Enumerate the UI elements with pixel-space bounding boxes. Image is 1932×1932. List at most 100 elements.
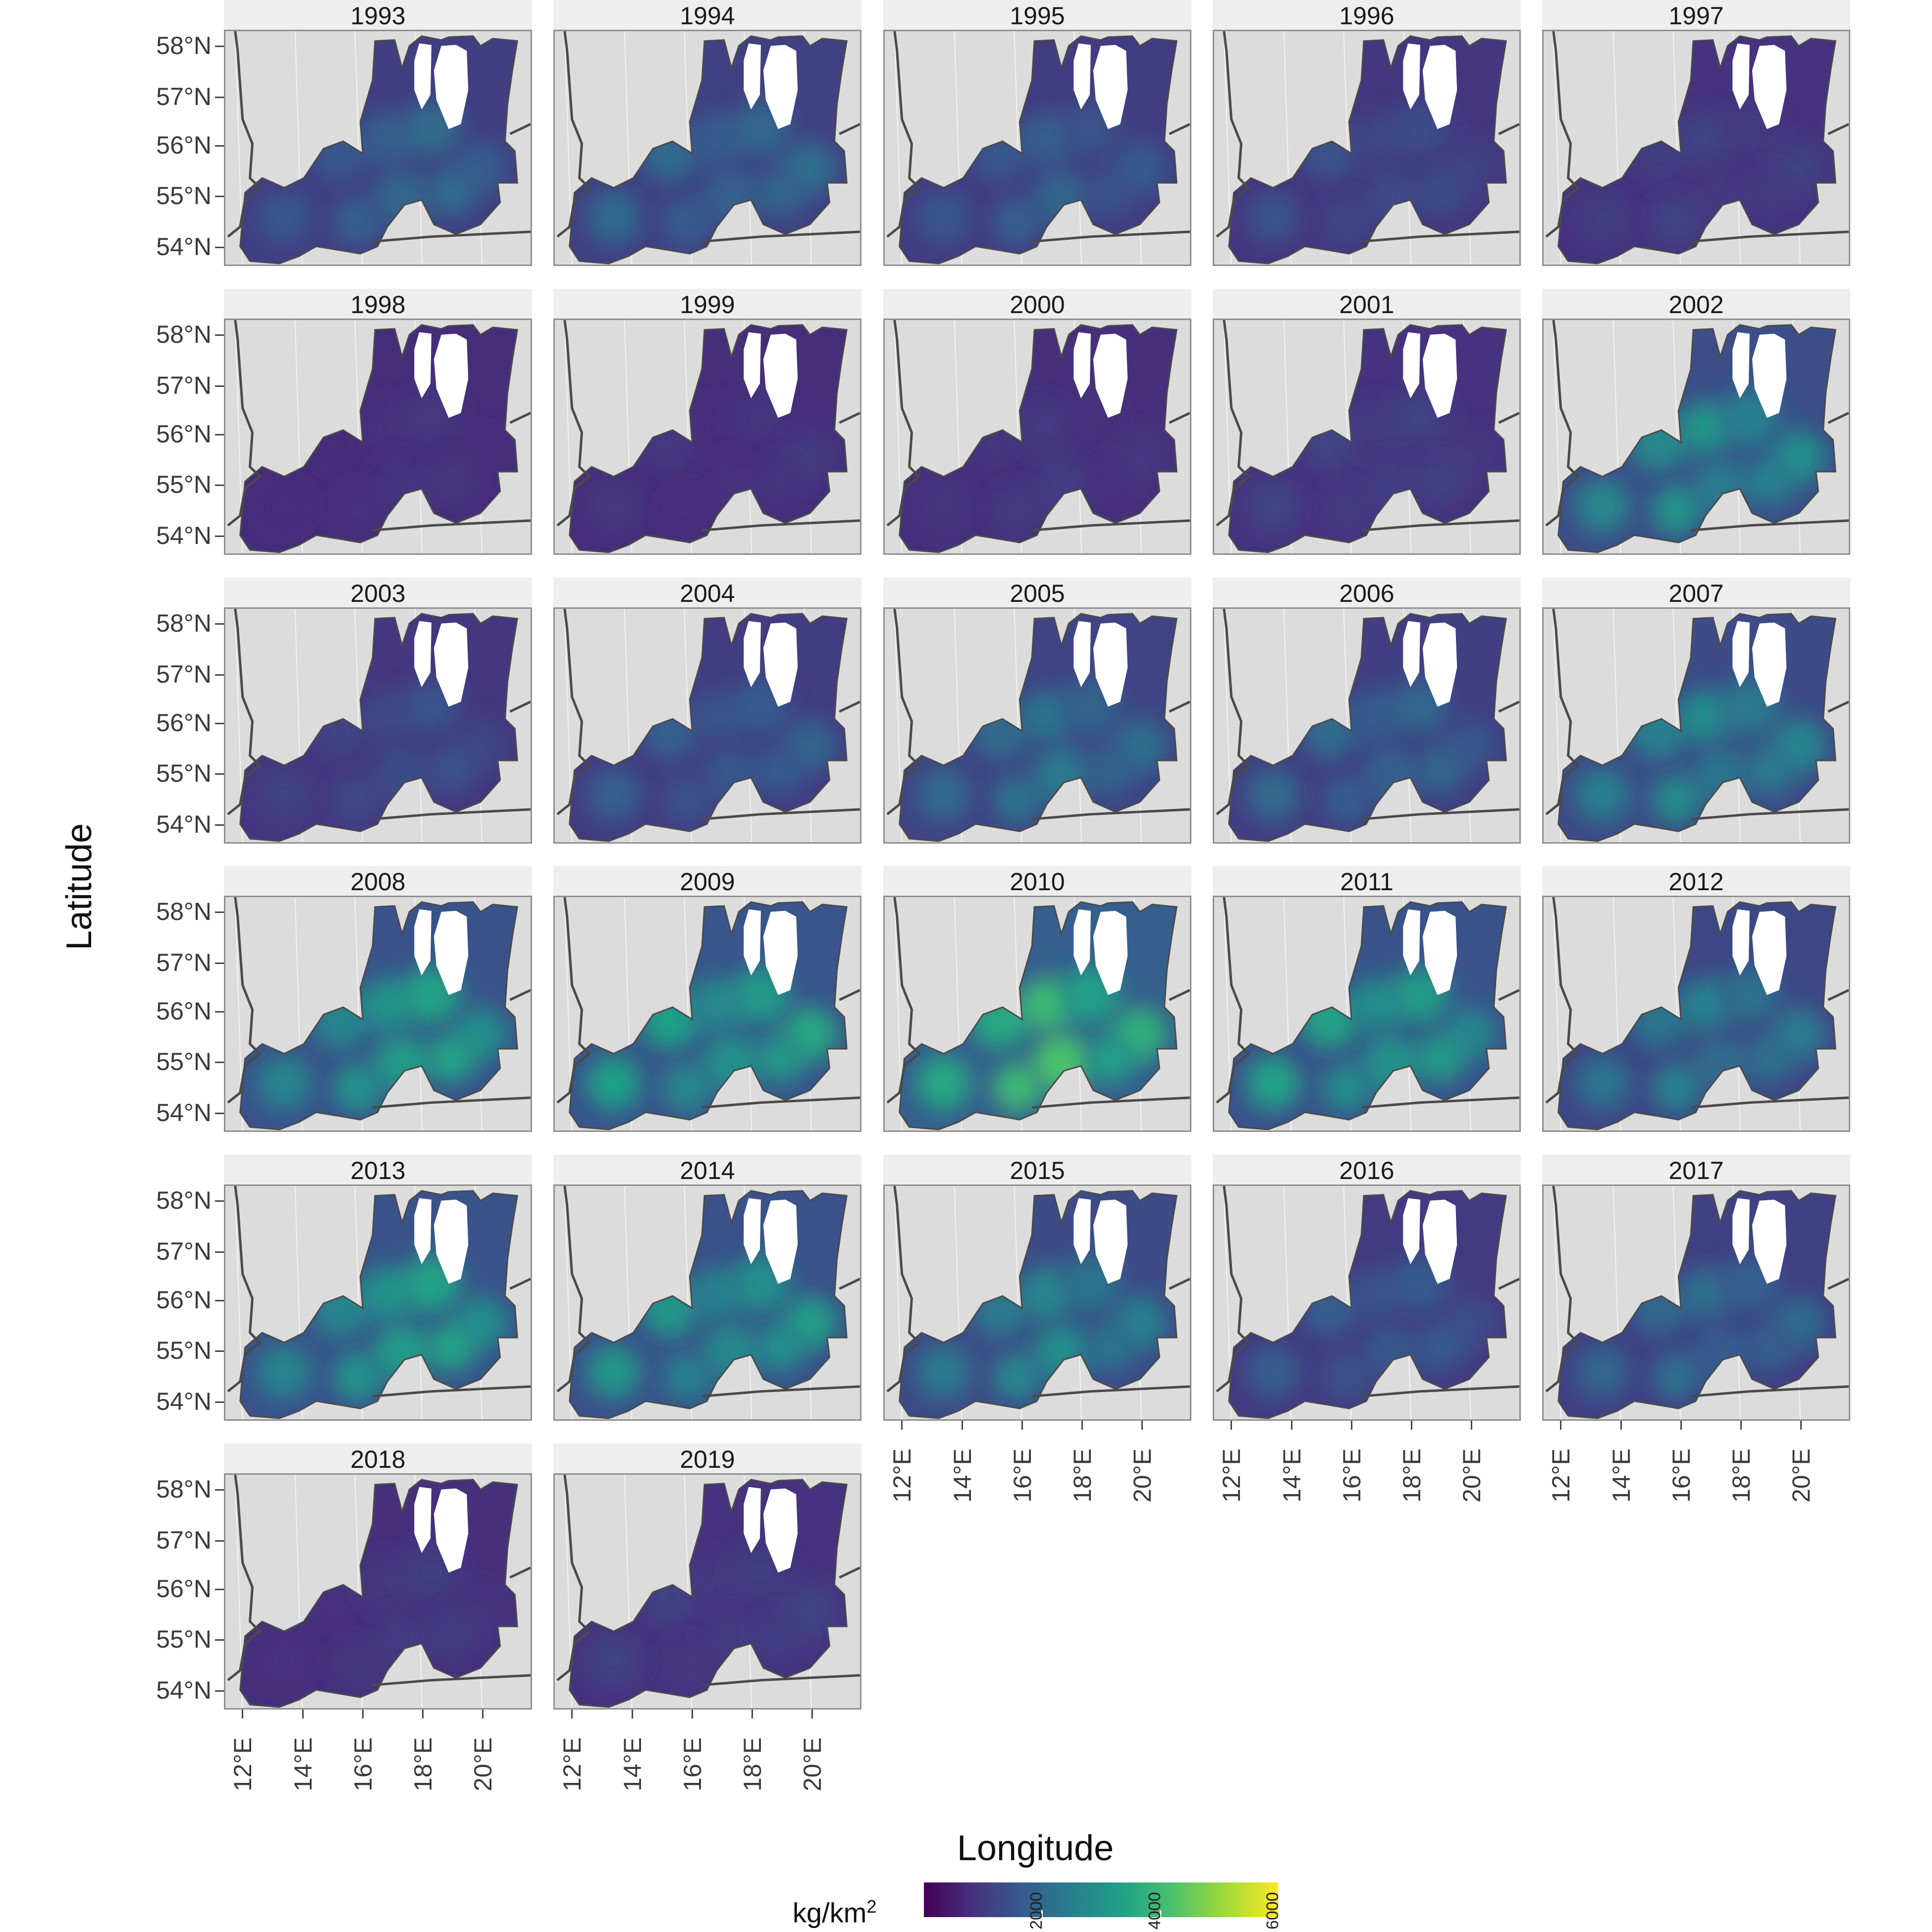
coastline: [1690, 230, 1849, 243]
density-hotspot: [333, 486, 382, 536]
nodata-area: [414, 1487, 431, 1553]
density-hotspot: [427, 1034, 476, 1083]
density-hotspot: [257, 1344, 312, 1399]
density-hotspot: [992, 775, 1042, 824]
nodata-area: [1073, 1198, 1091, 1264]
sea-outline: [1557, 324, 1836, 553]
density-hotspot: [1415, 168, 1465, 217]
facet-panel: 1997: [1542, 0, 1850, 266]
sea-outline: [569, 613, 848, 842]
coastline: [1169, 700, 1190, 713]
density-hotspot: [690, 111, 744, 166]
nodata-area: [744, 621, 761, 687]
coastline: [1498, 700, 1519, 713]
sea-outline: [1228, 324, 1507, 553]
density-hotspot: [1678, 689, 1733, 744]
density-hotspot: [1349, 400, 1403, 455]
sea-outline: [1557, 1190, 1836, 1419]
nodata-area: [433, 622, 469, 707]
nodata-area: [1752, 1199, 1787, 1284]
coastline: [1827, 700, 1849, 713]
y-tick-label: 54°N: [156, 1098, 212, 1127]
density-hotspot: [587, 1056, 641, 1110]
nodata-area: [1093, 45, 1128, 129]
nodata-area: [1073, 909, 1091, 975]
density-hotspot: [1086, 746, 1135, 795]
density-hotspot: [427, 457, 476, 506]
map-svg: [227, 320, 531, 553]
nodata-area: [763, 622, 798, 707]
density-hotspot: [1322, 1352, 1371, 1401]
map-svg: [227, 897, 531, 1130]
y-tick-label: 54°N: [156, 521, 212, 549]
x-tick-label: 20°E: [1128, 1449, 1157, 1503]
sea-outline: [239, 613, 518, 842]
coastline: [1031, 808, 1190, 821]
density-hotspots: [257, 1543, 508, 1690]
x-tick-label: 12°E: [558, 1737, 587, 1791]
coastline: [1827, 989, 1849, 1001]
coastline: [1031, 519, 1190, 532]
facet-map: [883, 319, 1191, 555]
y-tick-mark: [215, 722, 224, 724]
density-hotspot: [690, 977, 744, 1032]
y-tick-label: 56°N: [156, 708, 212, 737]
density-hotspot: [1678, 1266, 1733, 1321]
y-tick-mark: [215, 1401, 224, 1403]
y-tick-mark: [215, 1690, 224, 1692]
coastline: [509, 123, 531, 135]
density-hotspot: [257, 190, 312, 244]
y-tick-mark: [215, 334, 224, 336]
nodata-area: [744, 43, 761, 109]
density-hotspot: [1322, 197, 1371, 247]
sea-outline: [569, 324, 848, 553]
density-hotspot: [1349, 1266, 1403, 1321]
density-hotspot: [587, 1633, 641, 1688]
density-hotspot: [360, 1555, 415, 1610]
facet-strip-year: 2009: [553, 866, 861, 896]
x-tick-label: 12°E: [229, 1737, 257, 1791]
legend-title-base: kg/km: [793, 1897, 867, 1929]
facet-panel: 2019: [553, 1444, 861, 1710]
nodata-area: [433, 45, 469, 129]
density-hotspot: [1651, 486, 1701, 536]
density-hotspots: [1575, 966, 1826, 1113]
x-axis-title: Longitude: [957, 1828, 1114, 1868]
map-svg: [1545, 609, 1849, 842]
map-svg: [886, 609, 1190, 842]
map-svg: [1545, 320, 1849, 553]
y-tick-mark: [215, 1062, 224, 1064]
nodata-area: [744, 1198, 761, 1264]
facet-strip-year: 2018: [224, 1444, 532, 1473]
x-tick-label: 12°E: [888, 1449, 916, 1503]
density-hotspot: [1678, 977, 1733, 1032]
facet-map: [553, 319, 861, 555]
facet-strip-year: 1998: [224, 289, 532, 319]
density-hotspots: [1575, 100, 1826, 247]
density-hotspot: [1020, 977, 1074, 1032]
density-hotspot: [333, 1063, 382, 1113]
y-tick-mark: [215, 145, 224, 147]
x-tick-label: 16°E: [1667, 1449, 1695, 1503]
facet-map: [224, 30, 532, 266]
nodata-area: [744, 909, 761, 975]
density-hotspot: [1745, 457, 1794, 506]
map-svg: [1216, 897, 1519, 1130]
density-hotspot: [1349, 689, 1403, 744]
facet-strip-year: 1996: [1213, 0, 1521, 30]
density-hotspot: [916, 767, 971, 822]
y-tick-mark: [215, 1489, 224, 1491]
facet-map: [1542, 896, 1850, 1132]
coastline: [1827, 123, 1849, 135]
y-tick-label: 58°N: [156, 898, 212, 926]
density-hotspot: [360, 400, 415, 455]
density-hotspot: [1745, 746, 1794, 795]
coastline: [1361, 1096, 1519, 1109]
facet-panel: 2015: [883, 1155, 1191, 1421]
density-hotspot: [916, 190, 971, 244]
coastline: [509, 1278, 531, 1290]
y-tick-mark: [215, 1251, 224, 1253]
coastline: [1827, 412, 1849, 424]
x-tick-label: 16°E: [1008, 1449, 1036, 1503]
nodata-area: [1073, 621, 1091, 687]
